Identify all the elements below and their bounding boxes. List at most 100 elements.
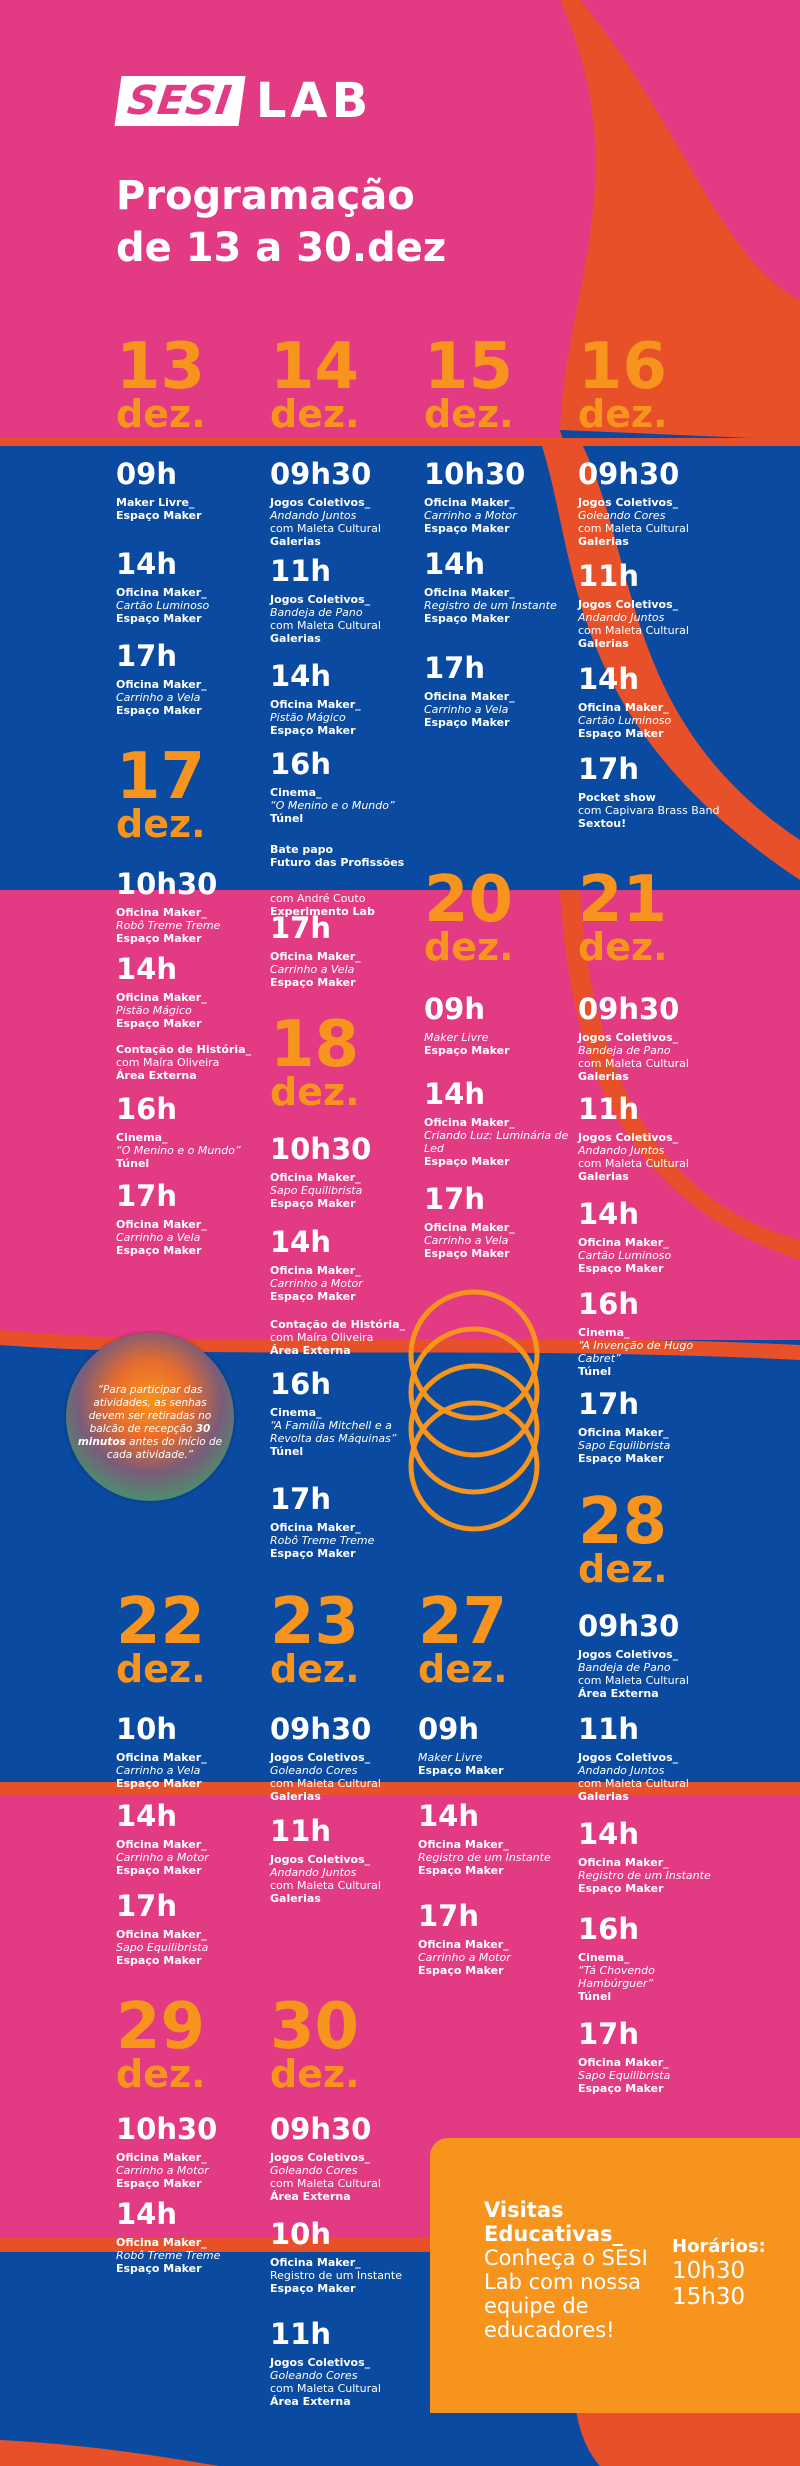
event-time: 17h xyxy=(116,639,178,673)
event-title: Carrinho a Vela xyxy=(116,1231,201,1244)
event-place: Espaço Maker xyxy=(270,724,356,737)
event-title: Bandeja de Pano xyxy=(578,1661,671,1674)
event-place: Espaço Maker xyxy=(424,1155,510,1168)
event-title: “O Menino e o Mundo” xyxy=(270,799,395,812)
event-time: 14h xyxy=(424,547,486,581)
event-activity: Oficina Maker_ xyxy=(270,1171,361,1184)
event-place: Espaço Maker xyxy=(424,1044,510,1057)
event-with: com Maíra Oliveira xyxy=(116,1056,220,1069)
schedule-item: 17h Oficina Maker_ Carrinho a Vela Espaço M… xyxy=(116,1180,261,1257)
event-time: 17h xyxy=(578,2017,640,2051)
event-place: Espaço Maker xyxy=(116,2262,202,2275)
day-month: dez. xyxy=(424,392,514,436)
event-title: Cartão Luminoso xyxy=(578,714,672,727)
notice-ball xyxy=(66,1333,234,1501)
event-time: 14h xyxy=(418,1799,480,1833)
event-title: Carrinho a Motor xyxy=(424,509,517,522)
event-with: com Maleta Cultural xyxy=(578,1057,689,1070)
event-with: Registro de um Instante xyxy=(270,2269,402,2282)
notice-post: antes do início de cada atividade.” xyxy=(106,1436,223,1461)
event-title: Robô Treme Treme xyxy=(270,1534,375,1547)
event-time: 14h xyxy=(270,659,332,693)
event-title: Carrinho a Motor xyxy=(116,1851,209,1864)
event-title: Goleando Cores xyxy=(270,2369,358,2382)
event-title: Registro de um Instante xyxy=(578,1869,711,1882)
event-activity: Bate papo xyxy=(270,843,334,856)
event-time: 17h xyxy=(116,1889,178,1923)
event-time: 17h xyxy=(424,651,486,685)
event-title: “A Invenção de Hugo Cabret” xyxy=(578,1339,694,1365)
schedule-item: 09h30 Jogos Coletivos_ Goleando Cores com M… xyxy=(270,1713,415,1803)
event-activity: Oficina Maker_ xyxy=(116,2151,207,2164)
schedule-item: 10h Oficina Maker_ Registro de um Instante… xyxy=(270,2218,415,2295)
event-title: Andando Juntos xyxy=(270,1866,357,1879)
event-place: Espaço Maker xyxy=(116,1777,202,1790)
event-place: Espaço Maker xyxy=(116,2177,202,2190)
schedule-item: 14h Oficina Maker_ Cartão Luminoso Espaço M… xyxy=(578,663,723,740)
event-place: Espaço Maker xyxy=(424,612,510,625)
event-place: Galerias xyxy=(578,535,629,548)
date-27: 27 dez. xyxy=(418,1590,508,1688)
logo-lab: LAB xyxy=(255,73,373,129)
date-15: 15 dez. xyxy=(424,335,514,433)
event-activity: Oficina Maker_ xyxy=(116,678,207,691)
event-place: Túnel xyxy=(578,1990,612,2003)
event-activity: Jogos Coletivos_ xyxy=(578,1751,679,1764)
visit-title: Visitas Educativas_ xyxy=(484,2198,624,2246)
event-time: 09h xyxy=(418,1712,480,1746)
event-place: Túnel xyxy=(578,1365,612,1378)
talk-host: com André Couto xyxy=(270,892,366,905)
event-title: Bandeja de Pano xyxy=(578,1044,671,1057)
day-number: 20 xyxy=(424,863,514,937)
schedule-item: 17h Oficina Maker_ Robô Treme Treme Espaço … xyxy=(270,1483,415,1560)
schedule-item: 09h30 Jogos Coletivos_ Goleando Cores com M… xyxy=(270,2113,415,2203)
visit-panel xyxy=(430,2138,800,2413)
event-activity: Cinema_ xyxy=(578,1326,630,1339)
event-title: Andando Juntos xyxy=(270,509,357,522)
schedule-item: 14h Oficina Maker_ Pistão Mágico Espaço Mak… xyxy=(116,953,261,1030)
schedule-item: 17h Oficina Maker_ Carrinho a Motor Espaço … xyxy=(418,1900,563,1977)
event-title: Maker Livre xyxy=(424,1031,489,1044)
event-activity: Oficina Maker_ xyxy=(270,1521,361,1534)
day-month: dez. xyxy=(418,1647,508,1691)
event-title: Carrinho a Vela xyxy=(424,1234,509,1247)
event-place: Espaço Maker xyxy=(270,1197,356,1210)
event-activity: Contação de História_ xyxy=(270,1318,406,1331)
event-title: “Tá Chovendo Hambúrguer” xyxy=(578,1964,655,1990)
event-place: Galerias xyxy=(270,1790,321,1803)
event-activity: Oficina Maker_ xyxy=(270,1264,361,1277)
schedule-item: 09h30 Jogos Coletivos_ Andando Juntos com M… xyxy=(270,458,415,548)
day-number: 18 xyxy=(270,1008,360,1082)
event-title: Goleando Cores xyxy=(270,1764,358,1777)
event-with: com Maleta Cultural xyxy=(578,1777,689,1790)
date-29: 29 dez. xyxy=(116,1995,206,2093)
date-16: 16 dez. xyxy=(578,335,668,433)
event-place: Espaço Maker xyxy=(270,2282,356,2295)
schedule-item: 14h Oficina Maker_ Registro de um Instante… xyxy=(418,1800,563,1877)
date-30: 30 dez. xyxy=(270,1995,360,2093)
event-place: Espaço Maker xyxy=(418,1764,504,1777)
talk-extra: com André Couto Experimento Lab xyxy=(270,892,415,918)
event-time: 17h xyxy=(578,752,640,786)
event-with: com Maleta Cultural xyxy=(270,619,381,632)
event-activity: Oficina Maker_ xyxy=(424,1221,515,1234)
day-number: 28 xyxy=(578,1485,668,1559)
event-time: 17h xyxy=(270,911,332,945)
event-title: Registro de um Instante xyxy=(418,1851,551,1864)
event-time: 10h xyxy=(116,1712,178,1746)
event-time: 14h xyxy=(424,1077,486,1111)
event-place: Espaço Maker xyxy=(270,1290,356,1303)
event-with: com Maleta Cultural xyxy=(578,522,689,535)
event-time: 14h xyxy=(578,662,640,696)
schedule-item: 14h Oficina Maker_ Pistão Mágico Espaço Mak… xyxy=(270,660,415,737)
schedule-item: 09h30 Jogos Coletivos_ Bandeja de Pano com … xyxy=(578,1610,723,1700)
day-number: 22 xyxy=(116,1585,206,1659)
day-month: dez. xyxy=(578,1547,668,1591)
day-month: dez. xyxy=(270,1070,360,1114)
event-title: Sapo Equilibrista xyxy=(578,2069,671,2082)
event-time: 10h30 xyxy=(270,1132,372,1166)
event-activity: Pocket show xyxy=(578,791,656,804)
event-title: Cartão Luminoso xyxy=(578,1249,672,1262)
event-activity: Jogos Coletivos_ xyxy=(270,2151,371,2164)
notice-bold: 30 minutos xyxy=(77,1423,211,1448)
